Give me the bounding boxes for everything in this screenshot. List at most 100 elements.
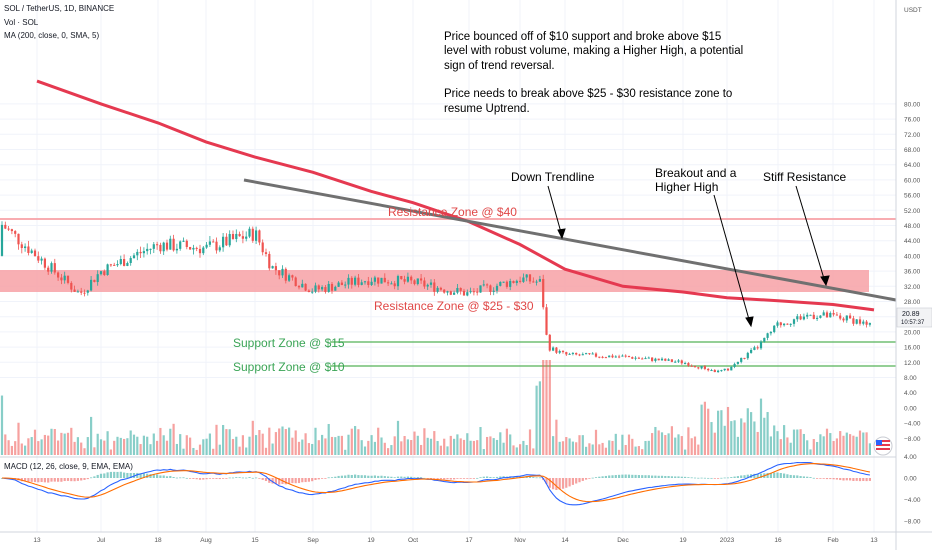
macd-hist-bar [578, 478, 581, 483]
candle-body [274, 266, 277, 271]
candle-body [70, 282, 73, 290]
macd-hist-bar [301, 478, 304, 483]
price-axis[interactable]: USDT 80.00 76.00 72.00 68.00 64.00 60.00 56.00… [895, 0, 932, 550]
volume-bar [231, 438, 235, 455]
macd-hist-bar [555, 478, 558, 490]
macd-hist-bar [575, 478, 578, 484]
candle-body [264, 252, 268, 254]
volume-bar [670, 426, 673, 455]
volume-bar [700, 404, 703, 455]
volume-bar [641, 449, 644, 455]
macd-hist-bar [571, 478, 574, 485]
macd-hist-bar [152, 474, 155, 478]
macd-hist-bar [370, 475, 373, 478]
volume-bar [274, 432, 277, 455]
volume-bar [618, 449, 621, 455]
macd-hist-bar [96, 474, 99, 478]
macd-hist-bar [502, 476, 505, 478]
volume-bar [522, 440, 525, 455]
candle-body [822, 312, 825, 316]
volume-bar [192, 447, 195, 455]
candle-body [469, 291, 472, 293]
down-trendline[interactable] [243, 178, 897, 302]
candle-body [535, 281, 538, 283]
symbol-legend[interactable]: SOL / TetherUS, 1D, BINANCE [4, 4, 115, 13]
volume-bar [301, 439, 304, 455]
price-tick: 80.00 [904, 101, 921, 108]
candle-body [492, 290, 495, 292]
breakout-label-line2: Higher High [655, 180, 718, 194]
volume-bar [502, 442, 505, 455]
macd-hist-bar [717, 478, 720, 479]
volume-bar [350, 428, 353, 455]
candle-body [687, 363, 690, 366]
macd-hist-bar [816, 478, 819, 479]
macd-hist-bar [159, 475, 162, 478]
volume-bar [14, 441, 17, 455]
macd-hist-bar [40, 478, 43, 482]
candle-body [215, 241, 218, 251]
time-axis[interactable]: 13 Jul 18 Aug 15 Sep 19 Oct 17 Nov 14 Dec 19 2023 16 Fe… [0, 531, 932, 544]
macd-hist-bar [284, 478, 287, 485]
macd-hist-bar [829, 478, 832, 480]
macd-hist-bar [713, 478, 716, 479]
volume-bar [773, 425, 776, 455]
candle-body [598, 356, 601, 358]
volume-bar [621, 434, 624, 455]
macd-hist-bar [182, 477, 185, 479]
volume-bars [0, 360, 871, 455]
macd-hist-bar [129, 473, 132, 478]
candle-body [664, 358, 667, 361]
macd-hist-bar [175, 477, 178, 479]
macd-hist-bar [198, 478, 202, 480]
macd-hist-bar [195, 478, 198, 480]
price-axis-bg [896, 0, 932, 550]
candle-body [849, 315, 852, 319]
macd-legend[interactable]: MACD (12, 26, close, 9, EMA, EMA) [4, 462, 133, 471]
volume-bar [50, 428, 53, 455]
macd-hist-bar [545, 478, 548, 485]
axis-currency: USDT [904, 7, 922, 14]
candle-body [743, 357, 746, 359]
macd-hist-bar [647, 475, 650, 478]
down-trendline-arrow [547, 185, 563, 237]
volume-bar [37, 441, 40, 455]
candle-body [416, 278, 419, 285]
volume-bar [446, 446, 449, 455]
candle-body [835, 314, 838, 316]
price-tick: 8.00 [904, 375, 917, 382]
candle-body [660, 358, 664, 361]
candle-body [423, 280, 426, 287]
candle-body [241, 236, 244, 239]
volume-legend[interactable]: Vol · SOL [4, 18, 39, 27]
macd-hist-bar [86, 478, 89, 480]
volume-bar [30, 437, 33, 455]
volume-bar [330, 436, 334, 455]
candle-body [733, 363, 736, 367]
macd-hist-bar [327, 477, 330, 479]
volume-bar [373, 441, 376, 455]
macd-hist-bar [63, 478, 66, 482]
candle-body [99, 271, 103, 275]
macd-hist-bar [730, 477, 733, 478]
macd-tick: −4.00 [904, 497, 921, 504]
ma-legend[interactable]: MA (200, close, 0, SMA, 5) [4, 31, 100, 40]
time-tick: Sep [307, 537, 319, 544]
volume-bar [601, 442, 604, 455]
volume-bar [763, 417, 766, 455]
volume-bar [390, 445, 393, 455]
volume-bar [80, 442, 83, 455]
time-tick: 14 [561, 537, 569, 544]
candle-body [832, 312, 835, 315]
candle-body [222, 236, 225, 248]
volume-bar [406, 439, 409, 455]
macd-hist-bar [865, 478, 868, 482]
volume-bar [380, 437, 383, 455]
support-15-label: Support Zone @ $15 [233, 336, 345, 350]
candle-body [261, 242, 264, 253]
candle-body [301, 283, 304, 288]
candle-body [588, 353, 591, 355]
macd-hist-bar [806, 476, 809, 478]
